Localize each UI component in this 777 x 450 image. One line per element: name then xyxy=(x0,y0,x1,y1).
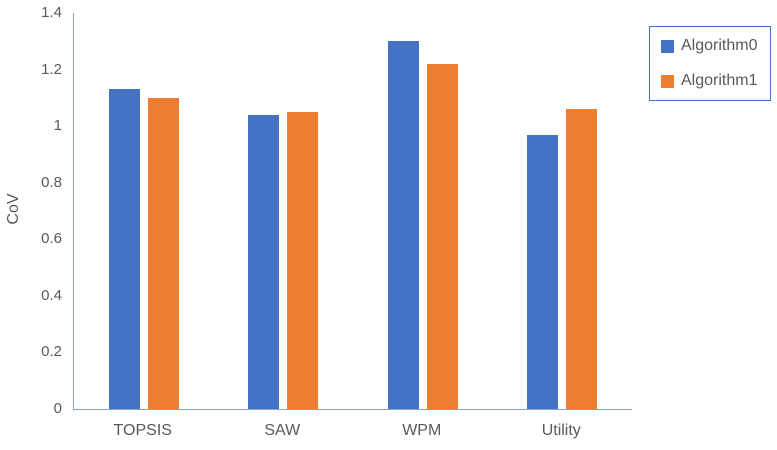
x-category-label-saw: SAW xyxy=(264,422,301,439)
x-axis-category-labels: TOPSIS SAW WPM Utility xyxy=(73,421,631,445)
legend: Algorithm0 Algorithm1 xyxy=(649,26,771,101)
bar-group-topsis xyxy=(74,13,214,409)
bar-algorithm0-wpm xyxy=(387,41,419,409)
bar-algorithm0-saw xyxy=(248,114,280,409)
bar-algorithm1-saw xyxy=(287,112,319,409)
x-category-label-topsis: TOPSIS xyxy=(113,422,172,439)
y-tick-label: 1 xyxy=(53,117,62,135)
x-category-label-wpm: WPM xyxy=(402,422,442,439)
legend-entry-algorithm1: Algorithm1 xyxy=(661,71,764,91)
y-tick-label: 0.8 xyxy=(41,173,62,191)
legend-swatch-icon xyxy=(661,39,674,53)
bar-algorithm0-utility xyxy=(527,134,559,409)
y-tick-label: 0.6 xyxy=(41,230,62,248)
y-tick-label: 1.4 xyxy=(41,4,62,21)
legend-swatch-icon xyxy=(661,74,674,88)
bar-algorithm1-utility xyxy=(566,109,598,409)
legend-entry-algorithm0: Algorithm0 xyxy=(661,36,764,56)
bar-group-utility xyxy=(493,13,633,409)
y-axis-tick-labels: 0 0.2 0.4 0.6 0.8 1 1.2 1.4 xyxy=(0,4,62,417)
y-tick-label: 1.2 xyxy=(41,60,62,78)
bar-group-wpm xyxy=(353,13,493,409)
y-tick-label: 0.4 xyxy=(41,286,62,304)
bar-algorithm1-topsis xyxy=(147,97,179,409)
bar-group-saw xyxy=(214,13,354,409)
bar-algorithm0-topsis xyxy=(108,89,140,409)
legend-label: Algorithm1 xyxy=(681,72,758,89)
y-tick-label: 0.2 xyxy=(41,343,62,361)
plot-area xyxy=(73,13,632,410)
bar-algorithm1-wpm xyxy=(426,63,458,409)
y-tick-label: 0 xyxy=(53,400,62,417)
legend-label: Algorithm0 xyxy=(681,37,758,54)
x-category-label-utility: Utility xyxy=(541,422,581,439)
